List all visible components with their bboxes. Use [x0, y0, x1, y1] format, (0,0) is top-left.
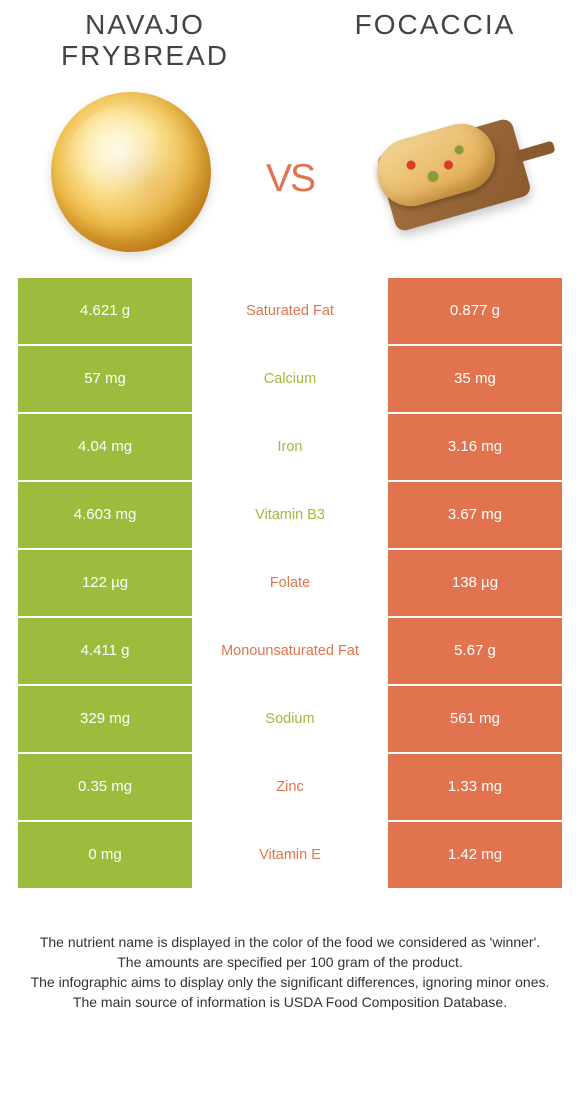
table-row: 0 mgVitamin E1.42 mg	[18, 822, 562, 890]
nutrient-name: Iron	[192, 414, 388, 482]
footnote-line: The main source of information is USDA F…	[18, 992, 562, 1012]
nutrient-name: Sodium	[192, 686, 388, 754]
table-row: 0.35 mgZinc1.33 mg	[18, 754, 562, 822]
right-value: 1.42 mg	[388, 822, 562, 890]
right-food-title: Focaccia	[290, 10, 580, 72]
footnote-line: The amounts are specified per 100 gram o…	[18, 952, 562, 972]
comparison-table: 4.621 gSaturated Fat0.877 g57 mgCalcium3…	[18, 278, 562, 890]
comparison-table-body: 4.621 gSaturated Fat0.877 g57 mgCalcium3…	[18, 278, 562, 890]
nutrient-name: Monounsaturated Fat	[192, 618, 388, 686]
frybread-illustration	[51, 92, 211, 252]
table-row: 4.04 mgIron3.16 mg	[18, 414, 562, 482]
left-value: 4.603 mg	[18, 482, 192, 550]
right-value: 3.67 mg	[388, 482, 562, 550]
right-value: 1.33 mg	[388, 754, 562, 822]
table-row: 4.603 mgVitamin B33.67 mg	[18, 482, 562, 550]
nutrient-name: Vitamin E	[192, 822, 388, 890]
table-row: 4.621 gSaturated Fat0.877 g	[18, 278, 562, 346]
comparison-infographic: Navajo Frybread Focaccia vs 4.621 gSatur…	[0, 0, 580, 1013]
footnotes: The nutrient name is displayed in the co…	[18, 932, 562, 1013]
left-value: 122 µg	[18, 550, 192, 618]
right-value: 5.67 g	[388, 618, 562, 686]
vs-label: vs	[262, 144, 318, 200]
table-row: 122 µgFolate138 µg	[18, 550, 562, 618]
title-row: Navajo Frybread Focaccia	[0, 0, 580, 72]
left-food-title: Navajo Frybread	[0, 10, 290, 72]
left-value: 0 mg	[18, 822, 192, 890]
left-value: 4.411 g	[18, 618, 192, 686]
right-value: 561 mg	[388, 686, 562, 754]
image-row: vs	[0, 82, 580, 262]
nutrient-name: Calcium	[192, 346, 388, 414]
footnote-line: The infographic aims to display only the…	[18, 972, 562, 992]
nutrient-name: Folate	[192, 550, 388, 618]
left-value: 4.04 mg	[18, 414, 192, 482]
left-value: 57 mg	[18, 346, 192, 414]
footnote-line: The nutrient name is displayed in the co…	[18, 932, 562, 952]
left-value: 4.621 g	[18, 278, 192, 346]
nutrient-name: Zinc	[192, 754, 388, 822]
nutrient-name: Saturated Fat	[192, 278, 388, 346]
right-value: 138 µg	[388, 550, 562, 618]
right-food-image	[318, 107, 580, 237]
right-value: 3.16 mg	[388, 414, 562, 482]
left-value: 329 mg	[18, 686, 192, 754]
table-row: 329 mgSodium561 mg	[18, 686, 562, 754]
right-value: 0.877 g	[388, 278, 562, 346]
left-food-image	[0, 92, 262, 252]
focaccia-illustration	[354, 107, 544, 237]
table-row: 4.411 gMonounsaturated Fat5.67 g	[18, 618, 562, 686]
table-row: 57 mgCalcium35 mg	[18, 346, 562, 414]
right-value: 35 mg	[388, 346, 562, 414]
left-value: 0.35 mg	[18, 754, 192, 822]
nutrient-name: Vitamin B3	[192, 482, 388, 550]
